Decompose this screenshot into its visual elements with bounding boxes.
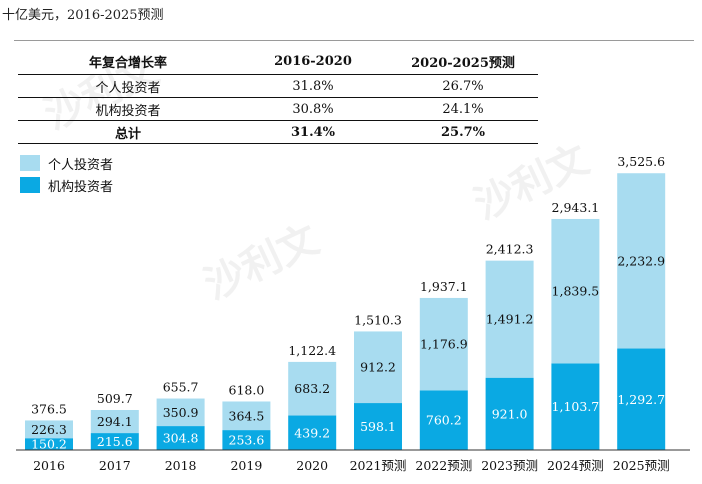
data-label-individual: 1,491.2 (486, 312, 534, 327)
data-label-individual: 364.5 (229, 408, 265, 423)
bar-institutional (354, 403, 402, 450)
bar-institutional (25, 438, 73, 450)
data-label-institutional: 304.8 (163, 431, 199, 446)
data-label-total: 3,525.6 (617, 154, 665, 169)
cell-value: 24.1% (388, 97, 538, 121)
data-label-total: 1,937.1 (420, 279, 468, 294)
data-label-total: 1,510.3 (354, 312, 402, 327)
bar-institutional (222, 430, 271, 450)
legend-swatch-individual (20, 155, 40, 171)
data-label-institutional: 760.2 (426, 413, 462, 428)
legend-item-individual: 个人投资者 (20, 152, 113, 174)
data-label-total: 618.0 (229, 382, 265, 397)
bar-institutional (288, 415, 337, 450)
bar-institutional (90, 433, 139, 450)
bar-individual (90, 409, 139, 434)
bar-institutional (485, 377, 534, 450)
data-label-total: 376.5 (31, 401, 67, 416)
data-label-individual: 912.2 (360, 360, 396, 375)
table-header-row: 年复合增长率 2016-2020 2020-2025预测 (18, 48, 538, 75)
row-label: 总计 (18, 120, 238, 144)
data-label-total: 2,943.1 (552, 200, 600, 215)
legend-swatch-institutional (20, 177, 40, 193)
x-tick-label: 2020 (296, 458, 328, 473)
bar-individual (551, 218, 600, 364)
table-header: 2016-2020 (238, 48, 388, 75)
legend: 个人投资者 机构投资者 (20, 152, 113, 196)
x-tick-label: 2021预测 (350, 458, 407, 473)
cell-value: 26.7% (388, 74, 538, 98)
bar-individual (288, 361, 337, 416)
cell-value: 30.8% (238, 97, 388, 121)
bar-individual (156, 398, 205, 427)
table-header: 2020-2025预测 (388, 48, 538, 75)
legend-label: 个人投资者 (48, 157, 114, 173)
cagr-table: 年复合增长率 2016-2020 2020-2025预测 个人投资者 31.8%… (18, 48, 538, 144)
x-tick-label: 2016 (33, 458, 65, 473)
data-label-institutional: 598.1 (360, 419, 396, 434)
data-label-individual: 2,232.9 (617, 253, 665, 268)
cell-value: 31.4% (238, 120, 388, 144)
data-label-institutional: 1,103.7 (552, 399, 600, 414)
bar-institutional (551, 363, 600, 450)
data-label-total: 1,122.4 (288, 343, 336, 358)
bar-individual (419, 297, 468, 391)
data-label-institutional: 253.6 (229, 433, 265, 448)
x-tick-label: 2017 (99, 458, 131, 473)
bar-individual (25, 420, 73, 439)
data-label-individual: 226.3 (31, 422, 67, 437)
cell-value: 31.8% (238, 74, 388, 98)
bar-individual (485, 260, 534, 378)
data-label-institutional: 439.2 (294, 425, 330, 440)
x-tick-label: 2022预测 (415, 458, 472, 473)
data-label-total: 509.7 (97, 391, 133, 406)
bar-individual (222, 401, 271, 431)
row-label: 个人投资者 (18, 74, 238, 98)
data-label-individual: 350.9 (163, 405, 199, 420)
data-label-individual: 1,839.5 (552, 284, 600, 299)
data-label-total: 655.7 (163, 380, 199, 395)
data-label-total: 2,412.3 (486, 242, 534, 257)
table-row-total: 总计 31.4% 25.7% (18, 120, 538, 144)
row-label: 机构投资者 (18, 97, 238, 121)
legend-item-institutional: 机构投资者 (20, 174, 113, 196)
legend-label: 机构投资者 (48, 179, 114, 195)
cell-value: 25.7% (388, 120, 538, 144)
data-label-institutional: 150.2 (31, 437, 67, 452)
bar-institutional (419, 390, 468, 450)
table-header: 年复合增长率 (18, 48, 238, 75)
x-tick-label: 2019 (230, 458, 262, 473)
data-label-institutional: 921.0 (492, 406, 528, 421)
data-label-individual: 294.1 (97, 414, 133, 429)
bar-institutional (156, 426, 205, 450)
data-label-institutional: 1,292.7 (617, 392, 665, 407)
x-tick-label: 2023预测 (481, 458, 538, 473)
x-tick-label: 2024预测 (547, 458, 604, 473)
data-label-institutional: 215.6 (97, 434, 133, 449)
bar-individual (617, 173, 666, 349)
bar-individual (354, 331, 402, 404)
data-label-individual: 1,176.9 (420, 337, 468, 352)
table-row: 个人投资者 31.8% 26.7% (18, 74, 538, 98)
divider (14, 40, 694, 41)
bar-institutional (617, 348, 666, 450)
x-tick-label: 2025预测 (613, 458, 670, 473)
x-tick-label: 2018 (165, 458, 197, 473)
unit-label: 十亿美元，2016-2025预测 (2, 8, 164, 23)
table-row: 机构投资者 30.8% 24.1% (18, 97, 538, 121)
data-label-individual: 683.2 (294, 381, 330, 396)
